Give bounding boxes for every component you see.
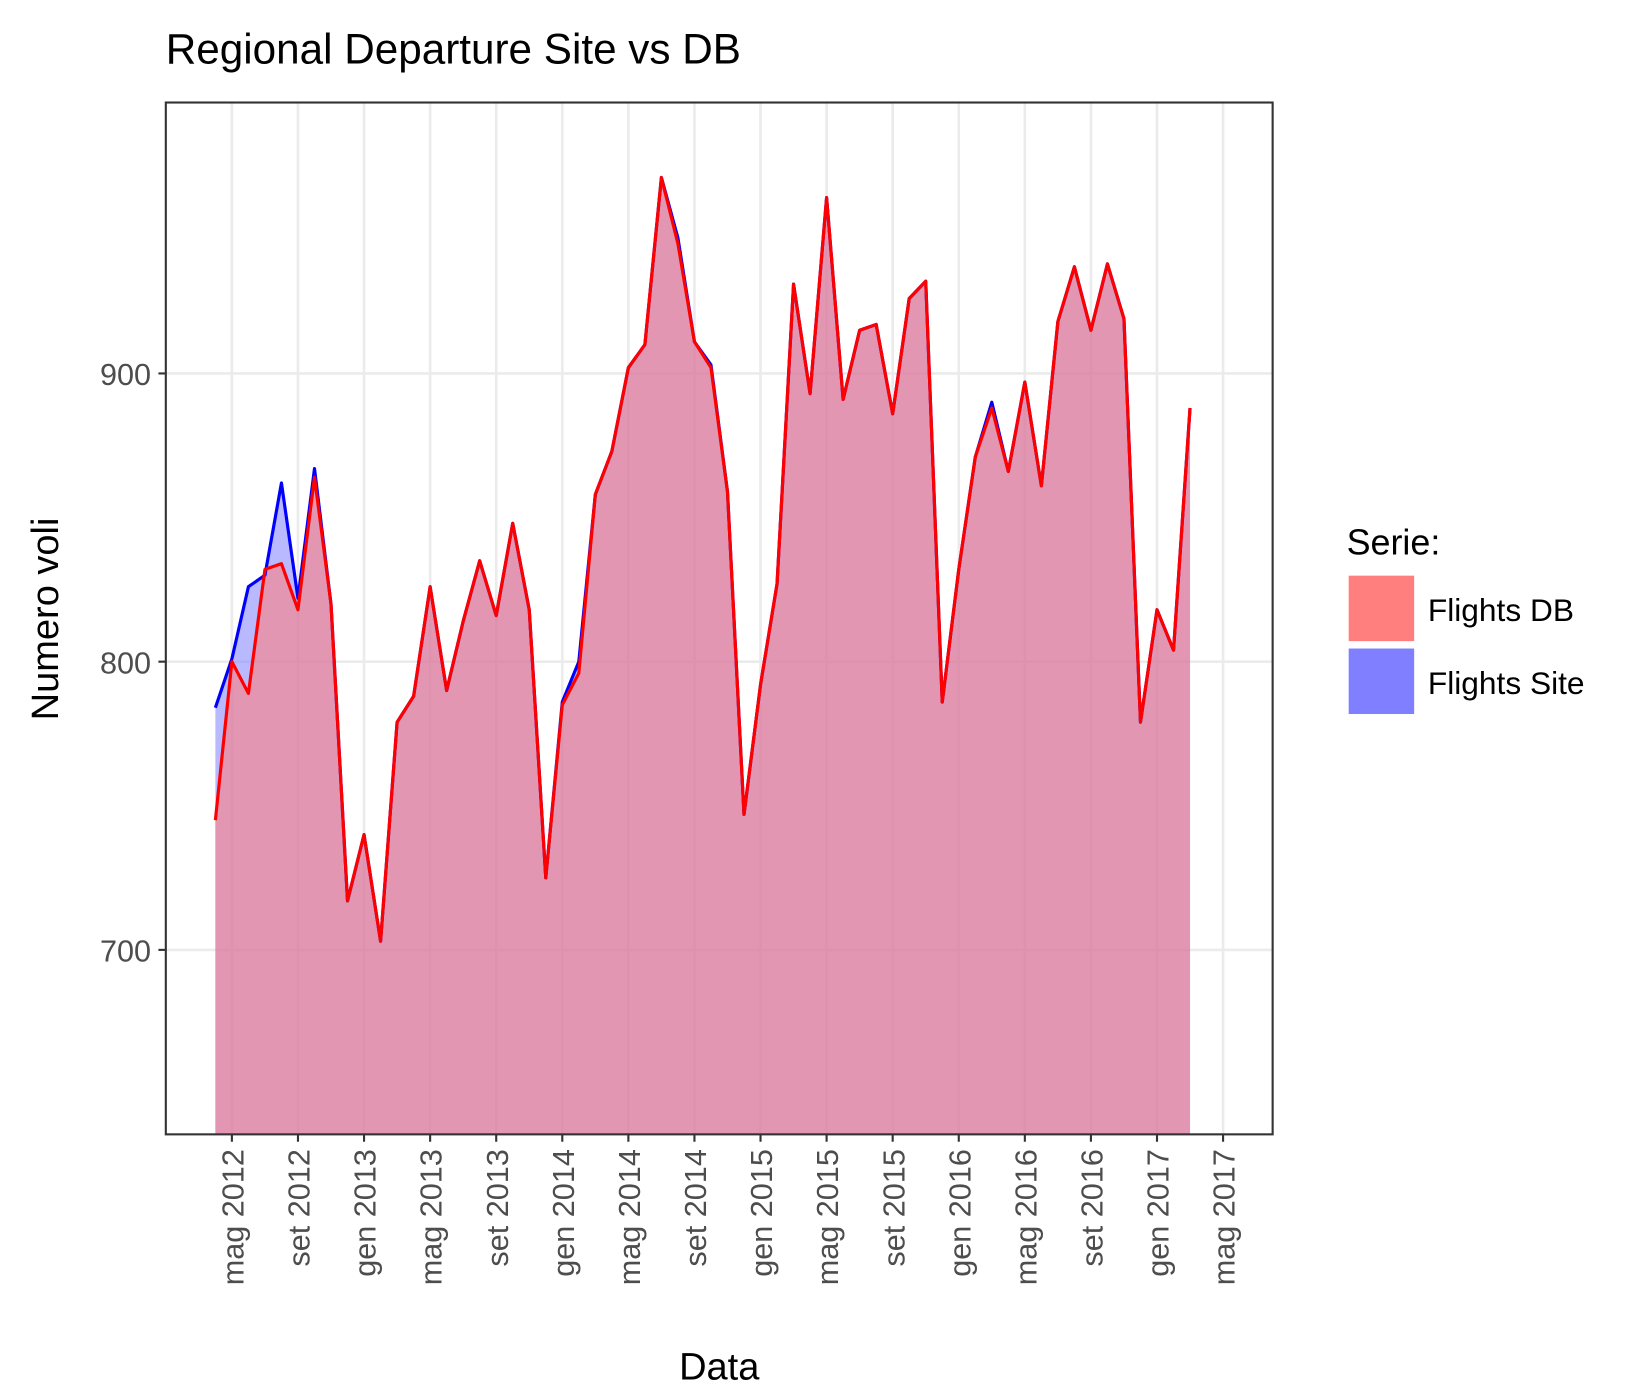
x-tick-label: set 2016 xyxy=(1076,1149,1110,1266)
legend-key xyxy=(1348,575,1415,642)
x-tick-label: set 2012 xyxy=(283,1149,317,1266)
x-tick-label: gen 2016 xyxy=(943,1149,977,1277)
y-tick-label: 700 xyxy=(100,935,151,969)
x-tick-label: mag 2015 xyxy=(811,1149,845,1285)
x-tick-label: mag 2014 xyxy=(613,1149,647,1285)
x-tick-label: gen 2017 xyxy=(1142,1149,1176,1277)
y-tick-label: 800 xyxy=(100,646,151,680)
x-tick-label: gen 2013 xyxy=(349,1149,383,1277)
legend-key xyxy=(1348,648,1415,715)
chart-title: Regional Departure Site vs DB xyxy=(166,25,741,72)
area xyxy=(215,177,1191,1135)
x-tick-label: gen 2015 xyxy=(745,1149,779,1277)
x-tick-label: mag 2012 xyxy=(217,1149,251,1285)
legend-title: Serie: xyxy=(1347,523,1441,563)
x-axis-label: Data xyxy=(679,1346,760,1388)
x-tick-label: gen 2014 xyxy=(547,1149,581,1277)
x-tick-label: mag 2013 xyxy=(415,1149,449,1285)
x-tick-label: set 2013 xyxy=(481,1149,515,1266)
x-tick-label: mag 2017 xyxy=(1208,1149,1242,1285)
line xyxy=(213,175,1192,943)
x-tick-label: set 2014 xyxy=(679,1149,713,1266)
y-tick-label: 900 xyxy=(100,358,151,392)
x-tick-label: set 2015 xyxy=(877,1149,911,1266)
legend-label: Flights Site xyxy=(1428,665,1585,701)
plot-border xyxy=(164,101,1274,1136)
x-tick-label: mag 2016 xyxy=(1009,1149,1043,1285)
legend-label: Flights DB xyxy=(1428,592,1574,628)
y-axis-label: Numero voli xyxy=(25,518,67,721)
